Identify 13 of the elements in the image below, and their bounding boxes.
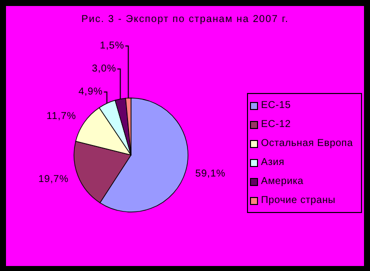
legend-label: Азия xyxy=(261,157,284,168)
legend-label: ЕС-15 xyxy=(261,100,291,111)
data-label: 59,1% xyxy=(195,168,226,180)
data-label: 11,7% xyxy=(46,111,76,122)
legend-label: Остальная Европа xyxy=(261,138,354,149)
chart-title: Рис. 3 - Экспорт по странам на 2007 г. xyxy=(80,14,290,25)
legend-label: ЕС-12 xyxy=(261,119,291,130)
legend-label: Америка xyxy=(261,176,304,187)
data-label: 19,7% xyxy=(38,174,69,186)
data-label: 3,0% xyxy=(92,64,116,74)
data-label: 1,5% xyxy=(100,40,124,52)
legend-label: Прочие страны xyxy=(261,195,336,206)
data-label: 4,9% xyxy=(78,86,103,98)
